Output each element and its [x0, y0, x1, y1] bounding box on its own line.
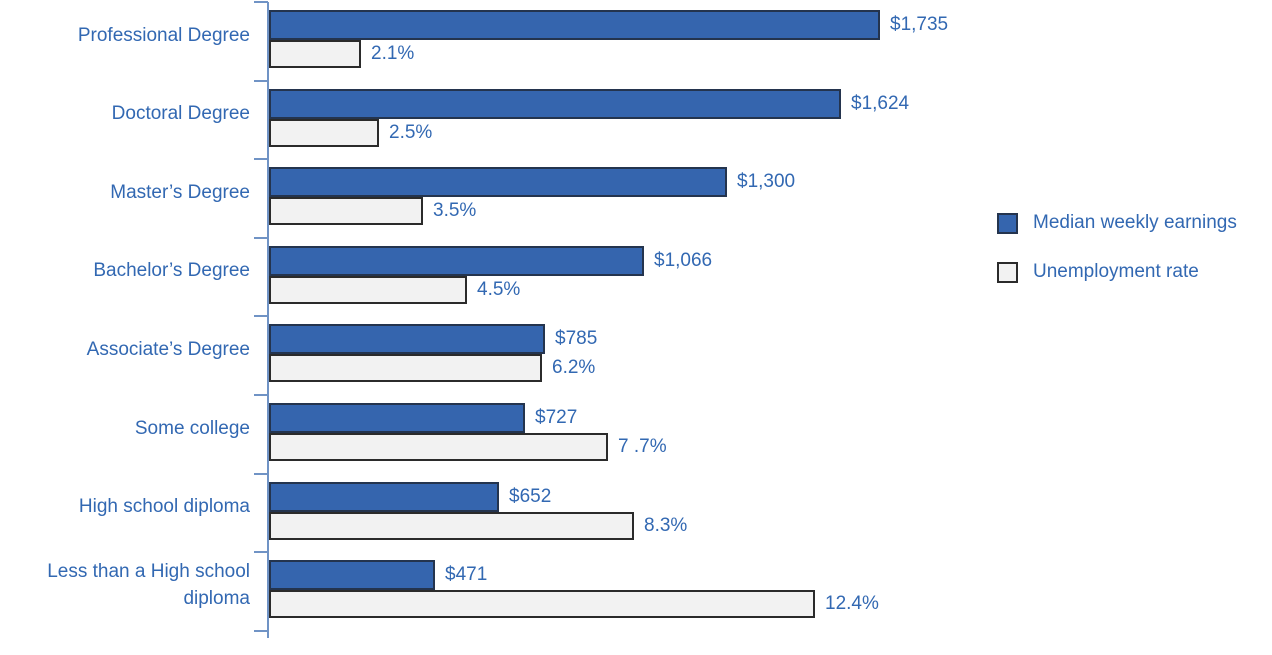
legend-label-unemployment: Unemployment rate — [1033, 261, 1199, 282]
earnings-bar — [269, 88, 841, 119]
category-label-column: Professional Degree Doctoral Degree Master… — [0, 0, 252, 655]
legend-item-unemployment: Unemployment rate — [997, 261, 1199, 283]
unemployment-bar — [269, 511, 634, 540]
earnings-value-label: $1,066 — [654, 249, 713, 271]
unemployment-bar — [269, 354, 542, 383]
unemployment-value-label: 8.3% — [644, 514, 688, 536]
axis-tick — [254, 472, 268, 475]
legend-label-earnings: Median weekly earnings — [1033, 212, 1237, 233]
category-label: Associate’s Degree — [86, 338, 250, 360]
category-label: Bachelor’s Degree — [93, 260, 250, 282]
unemployment-bar — [269, 590, 815, 619]
legend-swatch-earnings — [997, 212, 1018, 234]
axis-tick — [254, 236, 268, 239]
category-label: Master’s Degree — [110, 181, 250, 203]
earnings-value-label: $652 — [509, 485, 552, 507]
axis-tick — [254, 394, 268, 396]
unemployment-value-label: 2.5% — [389, 121, 433, 143]
unemployment-value-label: 3.5% — [433, 200, 477, 222]
legend-swatch-unemployment — [997, 261, 1018, 283]
earnings-value-label: $1,624 — [851, 92, 910, 114]
unemployment-bar — [269, 275, 467, 304]
axis-tick — [254, 315, 268, 318]
unemployment-value-label: 12.4% — [825, 593, 879, 615]
unemployment-value-label: 6.2% — [552, 357, 596, 379]
earnings-value-label: $1,300 — [737, 171, 796, 193]
legend-item-earnings: Median weekly earnings — [997, 212, 1237, 234]
axis-tick — [254, 1, 268, 3]
earnings-bar — [269, 10, 880, 40]
axis-tick — [254, 551, 268, 554]
category-label: Some college — [134, 417, 250, 439]
category-label: Professional Degree — [77, 24, 250, 46]
earnings-value-label: $785 — [555, 328, 598, 350]
plot-area: $1,735 2.1% $1,624 2.5% $1,300 3.5% $1,066 4.5%… — [269, 0, 1272, 655]
unemployment-value-label: 4.5% — [477, 278, 521, 300]
unemployment-value-label: 7 .7% — [618, 436, 667, 457]
axis-tick — [254, 629, 268, 632]
axis-tick — [254, 158, 268, 161]
earnings-bar — [269, 245, 644, 276]
unemployment-bar — [269, 118, 379, 147]
y-axis-line — [267, 2, 269, 638]
category-label: Doctoral Degree — [111, 103, 250, 125]
earnings-bar — [269, 560, 435, 591]
unemployment-value-label: 2.1% — [371, 43, 415, 64]
earnings-bar — [269, 481, 499, 512]
earnings-bar — [269, 403, 525, 433]
earnings-value-label: $1,735 — [890, 14, 949, 35]
unemployment-bar — [269, 433, 608, 461]
unemployment-bar — [269, 197, 423, 226]
category-label: Less than a High school diploma — [47, 561, 250, 610]
earnings-bar — [269, 324, 545, 355]
earnings-bar — [269, 167, 727, 198]
earnings-value-label: $471 — [445, 564, 488, 586]
unemployment-bar — [269, 40, 361, 68]
category-label: High school diploma — [78, 496, 250, 518]
axis-tick — [254, 79, 268, 82]
earnings-value-label: $727 — [535, 407, 578, 428]
